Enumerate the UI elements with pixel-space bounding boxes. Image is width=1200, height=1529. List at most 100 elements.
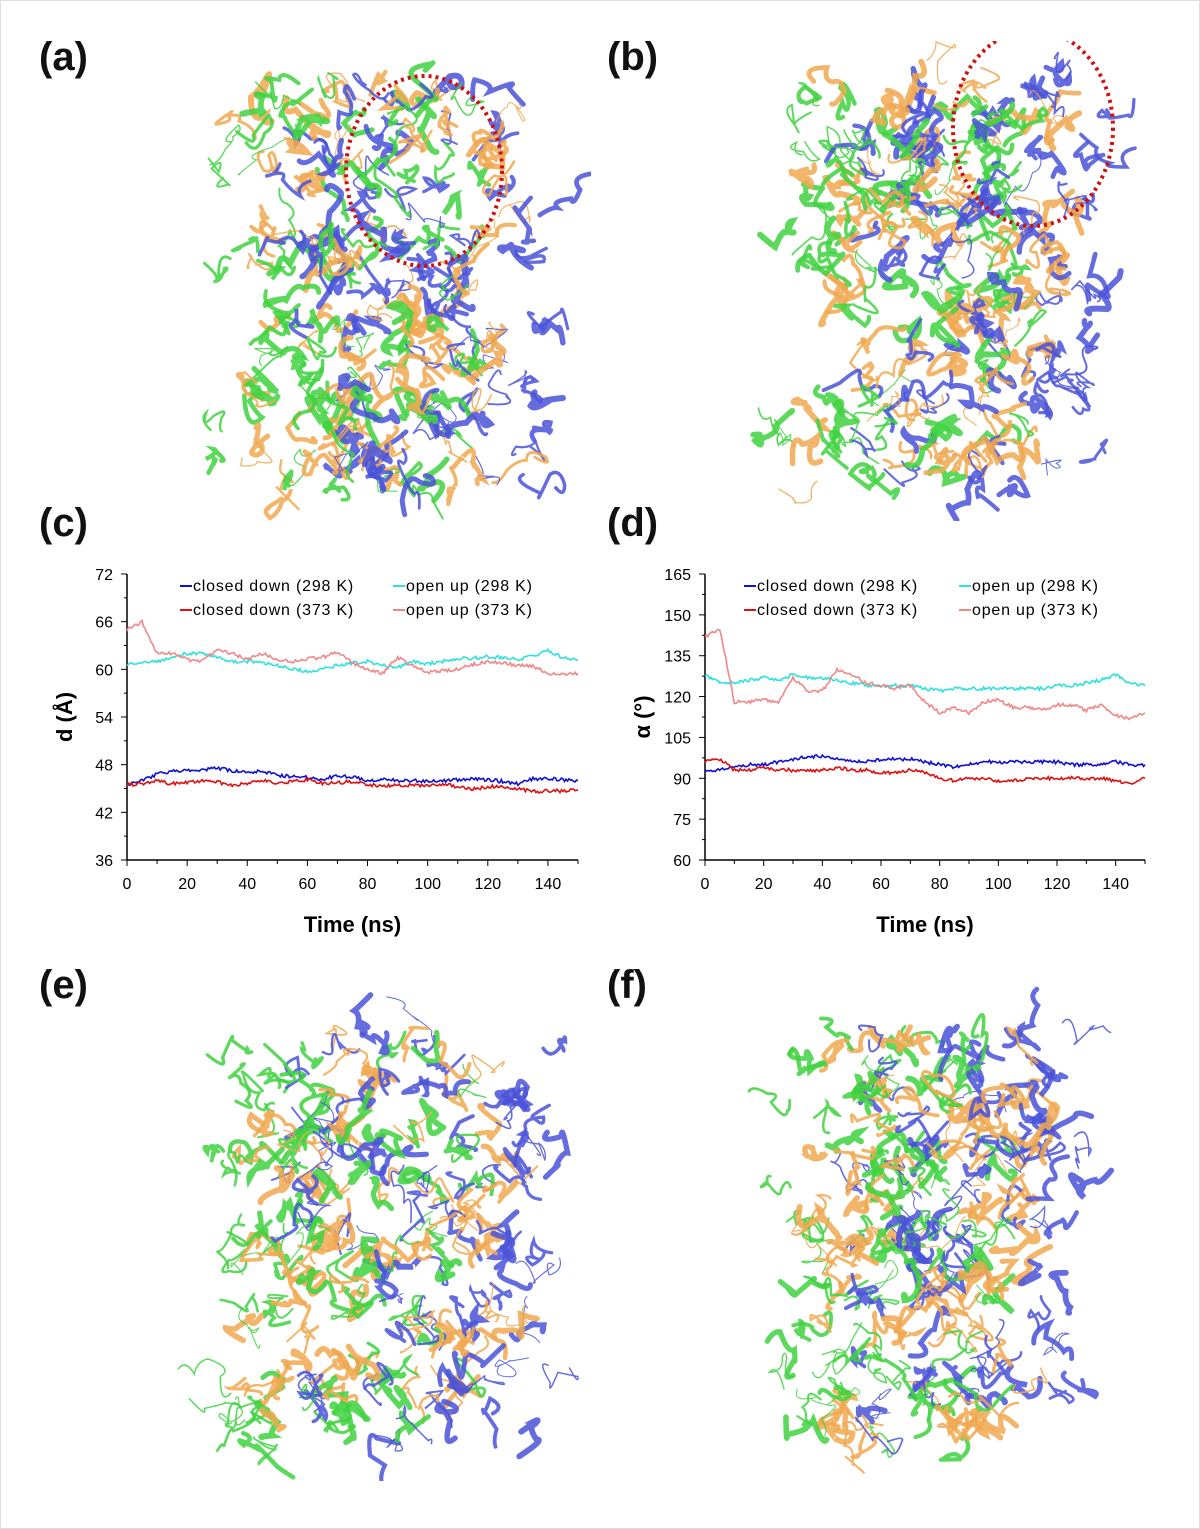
protein-ribbon (346, 282, 390, 305)
protein-ribbon (328, 1273, 370, 1294)
protein-ribbon (290, 355, 314, 380)
protein-ribbon (238, 1231, 264, 1263)
x-tick-label: 20 (178, 876, 196, 893)
protein-ribbon (906, 1135, 950, 1163)
protein-ribbon (351, 315, 392, 335)
protein-ribbon (845, 1150, 863, 1197)
protein-ribbon (336, 1127, 387, 1177)
protein-ribbon (953, 1223, 972, 1249)
protein-ribbon (1013, 195, 1041, 237)
protein-ribbon (443, 1138, 473, 1161)
protein-ribbon (304, 308, 341, 344)
protein-ribbon (275, 458, 300, 511)
protein-ribbon (787, 1046, 828, 1077)
protein-ribbon (312, 1130, 362, 1158)
protein-ribbon (258, 1375, 284, 1408)
protein-ribbon (863, 1353, 919, 1402)
protein-ribbon (262, 283, 322, 309)
legend-label: open up (373 K) (972, 602, 1099, 619)
protein-ribbon (869, 1425, 896, 1459)
protein-ribbon (974, 66, 1001, 89)
x-tick-label: 40 (238, 876, 256, 893)
protein-ribbon (983, 1258, 1020, 1292)
protein-ribbon (1067, 1167, 1115, 1200)
protein-ribbon (964, 1330, 984, 1354)
protein-ribbon (960, 1180, 981, 1204)
protein-ribbon (177, 1358, 232, 1398)
protein-ribbon (920, 286, 965, 315)
protein-ribbon (462, 1301, 491, 1344)
protein-ribbon (1035, 340, 1068, 362)
protein-ribbon (301, 449, 339, 477)
protein-ribbon (843, 127, 871, 148)
protein-ribbon (450, 1133, 480, 1163)
protein-ribbon (235, 113, 274, 150)
protein-ribbon (202, 408, 226, 433)
protein-ribbon (441, 189, 463, 220)
protein-ribbon (1057, 181, 1070, 214)
protein-ribbon (227, 1150, 248, 1174)
protein-ribbon (992, 225, 1022, 263)
protein-ribbon (243, 365, 280, 395)
protein-ribbon (811, 1348, 847, 1379)
protein-ribbon (515, 1257, 561, 1284)
protein-ribbon (449, 1295, 479, 1338)
protein-ribbon (209, 123, 241, 166)
protein-ribbon (401, 1075, 430, 1098)
protein-ribbon (980, 437, 999, 478)
protein-ribbon (367, 1432, 401, 1481)
protein-ribbon (458, 1063, 487, 1099)
protein-ribbon (426, 1199, 466, 1218)
protein-ribbon (364, 465, 394, 492)
protein-ribbon (778, 480, 818, 504)
protein-ribbon (418, 1097, 447, 1137)
protein-ribbon (275, 1196, 304, 1225)
protein-ribbon (968, 1314, 994, 1342)
protein-ribbon (925, 1141, 987, 1161)
protein-ribbon (390, 1164, 412, 1224)
protein-ribbon (926, 348, 963, 377)
protein-ribbon (747, 1087, 792, 1117)
protein-ribbon (866, 210, 892, 235)
protein-ribbon (1031, 1318, 1075, 1362)
protein-ribbon (830, 1152, 869, 1187)
protein-ribbon (907, 210, 935, 247)
protein-ribbon (947, 1392, 1020, 1419)
protein-ribbon (1041, 1068, 1069, 1089)
protein-ribbon (943, 337, 971, 355)
protein-ribbon (999, 106, 1049, 132)
protein-ribbon (351, 72, 390, 100)
x-tick-label: 140 (1102, 876, 1129, 893)
protein-ribbon (491, 1310, 540, 1341)
x-tick-label: 60 (299, 876, 317, 893)
protein-ribbon (850, 361, 875, 392)
protein-ribbon (989, 1223, 1041, 1257)
protein-ribbon (942, 134, 969, 166)
protein-ribbon (448, 229, 481, 252)
protein-ribbon (1002, 1101, 1061, 1148)
protein-ribbon (855, 1403, 888, 1425)
protein-ribbon (297, 1219, 344, 1255)
protein-ribbon (460, 328, 488, 377)
protein-ribbon (288, 308, 315, 339)
protein-ribbon (291, 1174, 319, 1206)
protein-ribbon (338, 334, 367, 372)
protein-ribbon (322, 155, 383, 199)
series-line (126, 765, 579, 787)
protein-ribbon (889, 1165, 915, 1200)
protein-ribbon (493, 1165, 543, 1201)
protein-ribbon (849, 1430, 880, 1460)
protein-ribbon (352, 332, 375, 358)
protein-ribbon (1043, 57, 1073, 88)
protein-ribbon (336, 84, 357, 131)
x-tick-label: 100 (414, 876, 441, 893)
protein-ribbon (290, 1259, 318, 1288)
protein-ribbon (357, 1075, 376, 1111)
protein-ribbon (230, 1236, 279, 1275)
protein-ribbon (286, 1321, 316, 1355)
protein-ribbon (246, 1146, 285, 1189)
protein-ribbon (332, 317, 356, 348)
protein-ribbon (422, 221, 461, 251)
legend-label: closed down (373 K) (757, 602, 918, 619)
protein-ribbon (948, 355, 969, 378)
